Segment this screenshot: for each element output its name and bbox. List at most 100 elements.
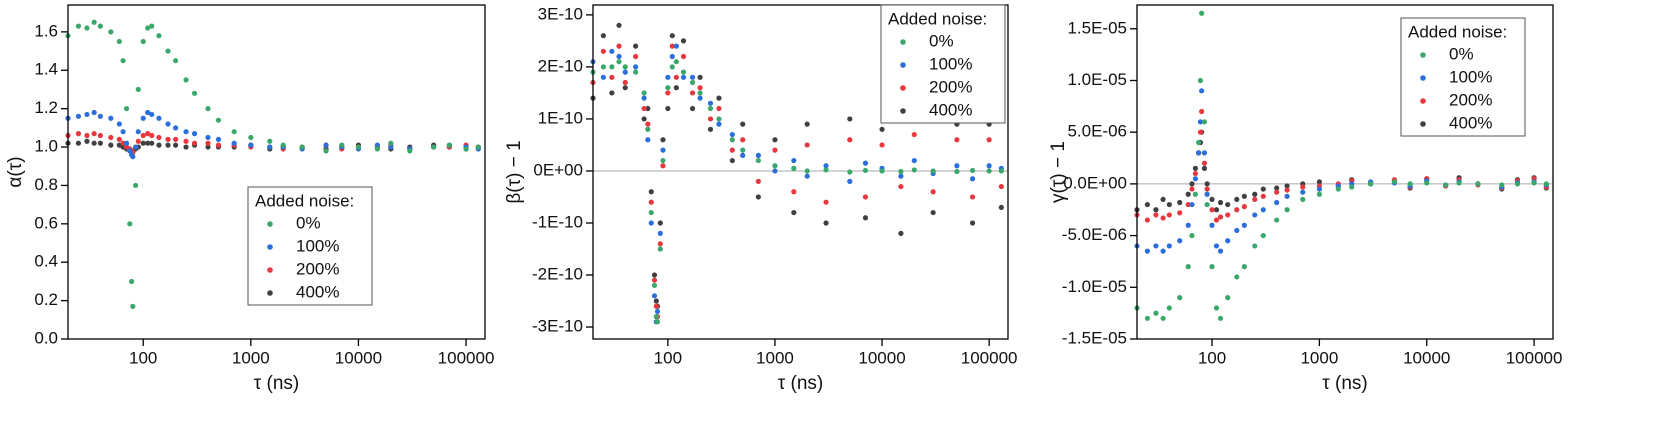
x-tick-label: 100	[129, 348, 157, 367]
data-point	[1424, 180, 1430, 186]
data-point	[84, 138, 90, 144]
data-point	[689, 105, 696, 112]
y-tick-label: 0.6	[34, 213, 58, 232]
data-point	[616, 22, 622, 28]
data-point	[140, 132, 146, 139]
data-point	[191, 140, 198, 146]
data-point	[1144, 315, 1151, 321]
data-point	[847, 116, 853, 122]
data-point	[120, 58, 126, 64]
data-point	[954, 137, 960, 143]
x-axis-label: τ (ns)	[778, 373, 824, 394]
data-point	[641, 105, 647, 112]
data-point	[1204, 191, 1210, 197]
legend-label: 100%	[296, 236, 339, 255]
data-point	[600, 74, 606, 80]
y-tick-label: 0.0E+00	[1063, 173, 1127, 192]
data-point	[609, 64, 615, 70]
data-point	[716, 116, 722, 122]
data-point	[804, 168, 810, 174]
legend-marker	[900, 108, 906, 114]
data-point	[173, 58, 179, 64]
data-point	[600, 64, 606, 70]
data-point	[108, 134, 114, 141]
legend-label: 400%	[1449, 113, 1492, 132]
data-point	[879, 142, 885, 148]
data-point	[156, 33, 162, 39]
data-point	[91, 109, 97, 116]
legend-marker	[267, 244, 273, 250]
data-point	[145, 140, 151, 146]
data-point	[707, 116, 714, 122]
y-tick-label: 1.5E-05	[1067, 18, 1127, 37]
x-tick-label: 100000	[1506, 348, 1563, 367]
panel: 100 1000 10000 100000 -3E-10 -2E-10 -1E-10 0E+0…	[504, 4, 1018, 394]
data-point	[660, 163, 666, 169]
data-point	[183, 129, 189, 135]
data-point	[108, 142, 114, 148]
data-point	[616, 53, 622, 60]
data-point	[1204, 201, 1210, 208]
data-point	[600, 33, 606, 39]
data-point	[1213, 207, 1220, 213]
legend-marker	[1420, 121, 1426, 127]
y-tick-label: 5.0E-06	[1067, 122, 1127, 141]
data-point	[205, 144, 211, 150]
data-point	[205, 134, 211, 141]
data-point	[648, 209, 654, 216]
x-tick-label: 10000	[858, 348, 905, 367]
data-point	[215, 136, 222, 142]
legend-label: 200%	[296, 259, 339, 278]
legend-label: 0%	[1449, 44, 1474, 63]
data-point	[1177, 199, 1183, 206]
data-point	[1316, 186, 1322, 192]
data-point	[248, 142, 254, 148]
data-point	[133, 144, 139, 150]
data-point	[1475, 181, 1481, 187]
y-tick-label: 0.8	[34, 175, 58, 194]
data-point	[135, 138, 141, 144]
data-point	[165, 48, 171, 54]
data-point	[660, 137, 666, 143]
data-point	[1284, 193, 1290, 199]
data-point	[1349, 184, 1355, 190]
data-point	[388, 144, 394, 150]
data-point	[97, 140, 103, 146]
data-point	[1284, 187, 1290, 193]
data-point	[729, 157, 735, 164]
data-point	[791, 157, 797, 164]
y-tick-label: -1.5E-05	[1062, 328, 1127, 347]
y-tick-label: 0.2	[34, 290, 58, 309]
data-point	[116, 38, 122, 45]
data-point	[145, 109, 151, 116]
data-point	[653, 314, 659, 320]
data-point	[898, 173, 904, 179]
data-point	[1284, 183, 1290, 189]
data-point	[1300, 184, 1306, 190]
data-point	[1241, 193, 1247, 199]
data-point	[374, 146, 380, 152]
data-point	[641, 116, 647, 122]
data-point	[135, 86, 141, 93]
data-point	[323, 142, 329, 148]
data-point	[149, 132, 155, 139]
data-point	[1531, 180, 1537, 186]
data-point	[772, 137, 778, 143]
data-point	[986, 168, 992, 174]
data-point	[1192, 170, 1199, 177]
data-point	[463, 146, 469, 152]
data-point	[609, 48, 615, 54]
data-point	[645, 105, 651, 112]
data-point	[75, 23, 82, 29]
data-point	[1209, 222, 1215, 228]
data-point	[1196, 150, 1202, 156]
data-point	[669, 53, 675, 60]
data-point	[1213, 305, 1220, 311]
data-point	[149, 111, 155, 118]
data-point	[1217, 315, 1224, 321]
data-point	[431, 144, 437, 150]
data-point	[641, 95, 647, 101]
data-point	[609, 74, 615, 80]
data-point	[173, 136, 179, 142]
data-point	[191, 131, 198, 137]
